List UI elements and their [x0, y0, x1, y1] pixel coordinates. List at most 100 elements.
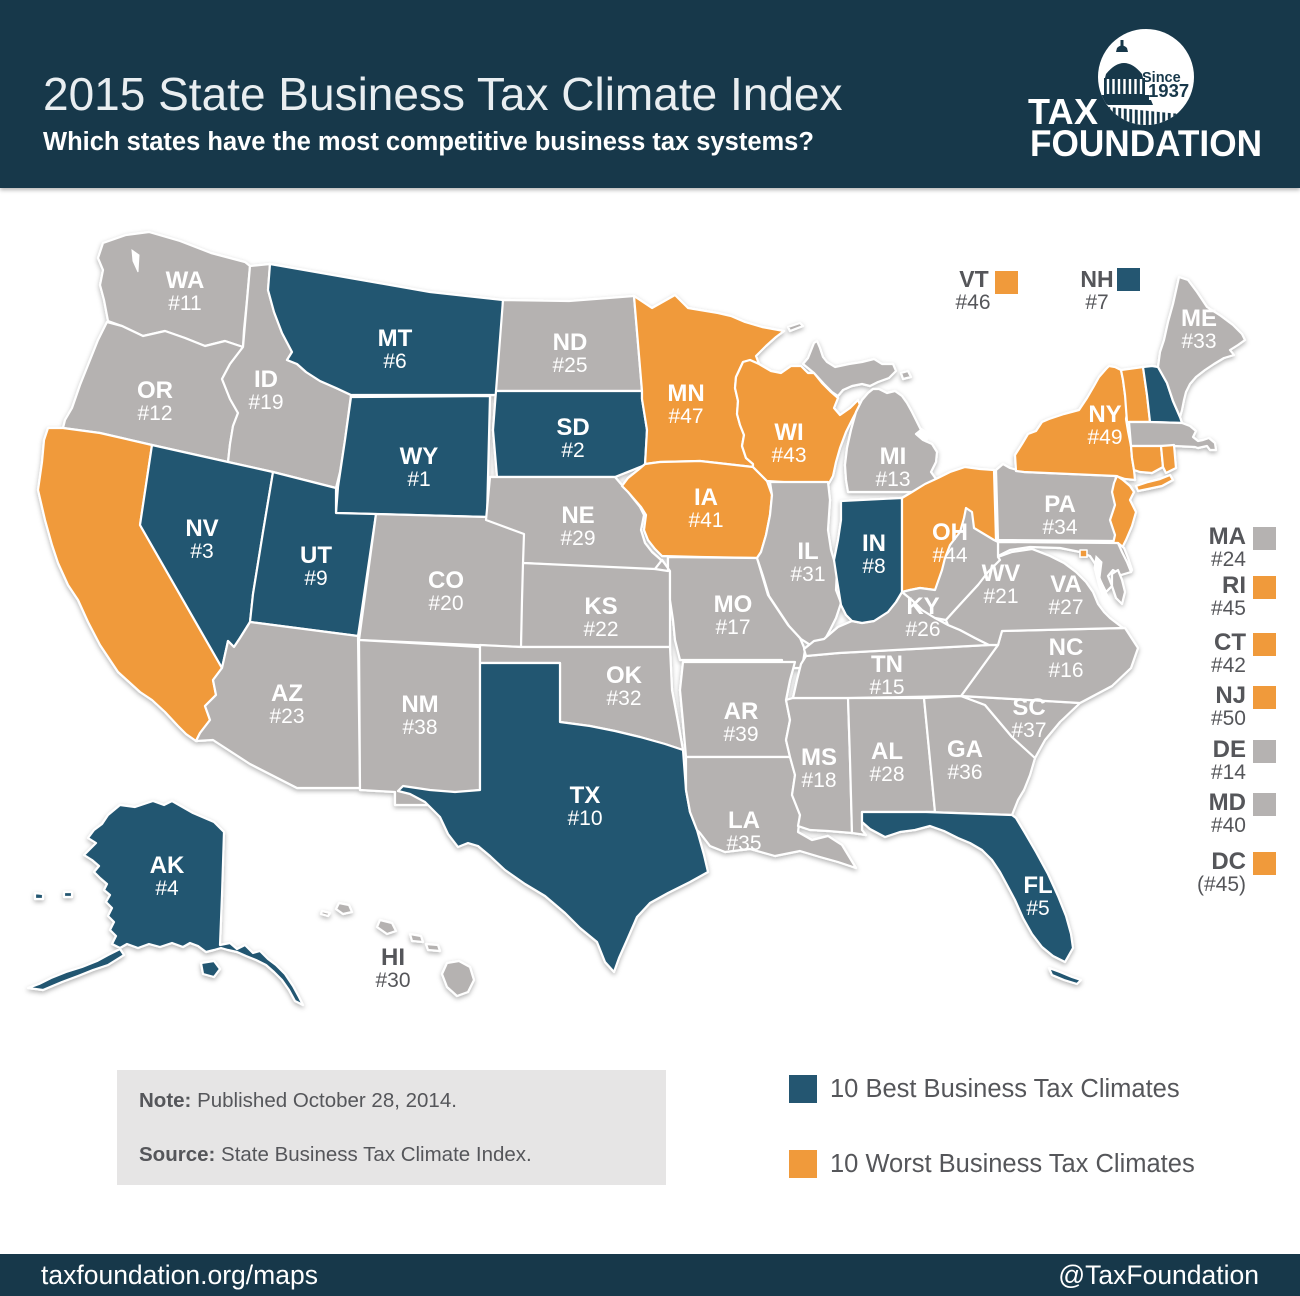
- svg-text:NH: NH: [1080, 266, 1113, 292]
- svg-text:HI: HI: [381, 944, 405, 971]
- svg-text:#20: #20: [428, 592, 463, 615]
- svg-text:TX: TX: [570, 782, 601, 809]
- svg-text:(#45): (#45): [1197, 873, 1246, 896]
- svg-text:#12: #12: [137, 402, 172, 425]
- svg-text:#38: #38: [402, 716, 437, 739]
- svg-text:#28: #28: [869, 763, 904, 786]
- svg-text:DE: DE: [1213, 736, 1246, 763]
- svg-text:KY: KY: [906, 593, 939, 620]
- svg-text:#5: #5: [1026, 897, 1049, 920]
- svg-text:VA: VA: [1050, 571, 1082, 598]
- svg-text:MD: MD: [1209, 789, 1246, 816]
- svg-text:CO: CO: [428, 567, 464, 594]
- svg-text:FL: FL: [1023, 872, 1052, 899]
- svg-text:#23: #23: [269, 705, 304, 728]
- svg-text:#29: #29: [560, 527, 595, 550]
- svg-text:#50: #50: [1211, 707, 1246, 730]
- svg-text:NC: NC: [1049, 634, 1084, 661]
- svg-text:#33: #33: [1181, 330, 1216, 353]
- svg-text:TAX: TAX: [1028, 91, 1098, 132]
- svg-text:MS: MS: [801, 744, 837, 771]
- svg-text:#49: #49: [1087, 426, 1122, 449]
- svg-text:#27: #27: [1048, 596, 1083, 619]
- svg-text:VT: VT: [959, 266, 988, 292]
- svg-text:CA: CA: [93, 722, 128, 749]
- svg-text:#3: #3: [190, 540, 213, 563]
- svg-text:GA: GA: [947, 736, 983, 763]
- svg-text:#43: #43: [771, 444, 806, 467]
- svg-text:ME: ME: [1181, 305, 1217, 332]
- svg-text:#8: #8: [862, 555, 885, 578]
- svg-text:#41: #41: [688, 509, 723, 532]
- svg-text:IN: IN: [862, 530, 886, 557]
- svg-text:#24: #24: [1211, 548, 1246, 571]
- svg-text:#32: #32: [606, 687, 641, 710]
- svg-text:#34: #34: [1042, 516, 1077, 539]
- svg-text:1937: 1937: [1148, 80, 1189, 101]
- svg-text:IL: IL: [797, 538, 818, 565]
- svg-text:NE: NE: [561, 502, 594, 529]
- svg-text:NV: NV: [185, 515, 218, 542]
- svg-text:#44: #44: [932, 544, 967, 567]
- svg-text:#7: #7: [1085, 291, 1108, 314]
- svg-text:WI: WI: [774, 419, 803, 446]
- svg-text:ID: ID: [254, 366, 278, 393]
- svg-text:#11: #11: [168, 292, 201, 315]
- svg-text:MT: MT: [378, 325, 413, 352]
- svg-text:AK: AK: [150, 852, 185, 879]
- svg-text:DC: DC: [1211, 848, 1246, 875]
- svg-text:#14: #14: [1211, 761, 1246, 784]
- svg-text:OH: OH: [932, 519, 968, 546]
- svg-text:SD: SD: [556, 414, 589, 441]
- svg-text:#47: #47: [668, 405, 703, 428]
- svg-text:OR: OR: [137, 377, 173, 404]
- svg-text:#21: #21: [983, 585, 1018, 608]
- svg-text:MN: MN: [667, 380, 704, 407]
- svg-text:#2: #2: [561, 439, 584, 462]
- svg-text:#39: #39: [723, 723, 758, 746]
- svg-text:#48: #48: [92, 747, 127, 770]
- svg-text:#31: #31: [790, 563, 825, 586]
- svg-text:NM: NM: [401, 691, 438, 718]
- svg-text:UT: UT: [300, 542, 332, 569]
- svg-text:AL: AL: [871, 738, 903, 765]
- svg-text:MO: MO: [714, 591, 753, 618]
- svg-text:LA: LA: [728, 807, 760, 834]
- svg-text:TN: TN: [871, 651, 903, 678]
- svg-text:RI: RI: [1222, 572, 1246, 599]
- svg-text:WA: WA: [166, 267, 205, 294]
- svg-text:#19: #19: [248, 391, 283, 414]
- svg-text:NY: NY: [1088, 401, 1121, 428]
- svg-text:MA: MA: [1209, 523, 1246, 550]
- svg-text:AR: AR: [724, 698, 759, 725]
- svg-text:#15: #15: [869, 676, 904, 699]
- svg-text:#30: #30: [375, 969, 410, 992]
- svg-text:#6: #6: [383, 350, 406, 373]
- svg-text:#46: #46: [955, 291, 990, 314]
- svg-text:#17: #17: [715, 616, 750, 639]
- svg-text:#26: #26: [905, 618, 940, 641]
- svg-text:NJ: NJ: [1215, 682, 1246, 709]
- svg-text:#1: #1: [407, 468, 430, 491]
- svg-text:MI: MI: [880, 443, 907, 470]
- svg-text:#9: #9: [304, 567, 327, 590]
- svg-text:#45: #45: [1211, 597, 1246, 620]
- svg-text:SC: SC: [1012, 694, 1045, 721]
- svg-text:WV: WV: [982, 560, 1021, 587]
- svg-text:#37: #37: [1011, 719, 1046, 742]
- svg-text:#4: #4: [155, 877, 179, 900]
- svg-text:FOUNDATION: FOUNDATION: [1030, 123, 1262, 164]
- svg-text:#36: #36: [947, 761, 982, 784]
- svg-text:#42: #42: [1211, 654, 1246, 677]
- svg-text:CT: CT: [1214, 629, 1246, 656]
- svg-text:IA: IA: [694, 484, 718, 511]
- svg-text:#13: #13: [875, 468, 910, 491]
- svg-text:#22: #22: [583, 618, 618, 641]
- svg-text:#25: #25: [552, 354, 587, 377]
- svg-text:#18: #18: [801, 769, 836, 792]
- svg-text:#35: #35: [726, 832, 761, 855]
- svg-text:#10: #10: [567, 807, 602, 830]
- svg-text:ND: ND: [553, 329, 588, 356]
- svg-text:KS: KS: [584, 593, 617, 620]
- svg-text:#16: #16: [1048, 659, 1083, 682]
